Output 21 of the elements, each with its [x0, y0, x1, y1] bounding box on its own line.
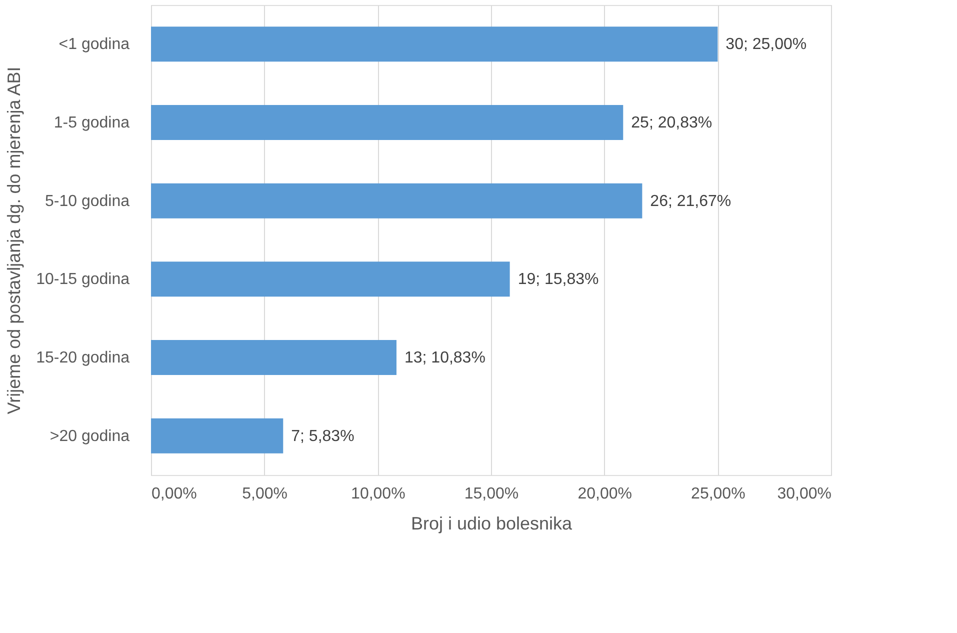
x-axis-title: Broj i udio bolesnika	[410, 514, 574, 534]
data-label: 19; 15,83%	[518, 271, 599, 288]
x-tick-label: 15,00%	[464, 486, 519, 502]
y-tick-label: 5-10 godina	[44, 192, 130, 210]
x-tick-label: 25,00%	[691, 486, 746, 502]
x-tick-label: 5,00%	[242, 486, 288, 502]
x-tick-label: 10,00%	[351, 486, 406, 502]
y-tick-label: 15-20 godina	[36, 350, 130, 366]
x-tick-label: 0,00%	[152, 486, 197, 502]
data-label: 25; 20,83%	[631, 114, 712, 132]
y-axis-title: Vrijeme od postavljanja dg. do mjerenja ABI	[4, 66, 24, 414]
y-tick-label: <1 godina	[58, 36, 130, 54]
data-label: 26; 21,67%	[650, 192, 732, 210]
y-tick-label: >20 godina	[50, 428, 130, 445]
data-label: 7; 5,83%	[291, 428, 354, 445]
x-tick-label: 20,00%	[578, 486, 632, 502]
x-tick-label: 30,00%	[777, 486, 832, 502]
data-label: 30; 25,00%	[726, 36, 807, 54]
data-label: 13; 10,83%	[404, 350, 486, 366]
y-tick-label: 10-15 godina	[36, 271, 130, 288]
y-tick-label: 1-5 godina	[54, 114, 130, 132]
